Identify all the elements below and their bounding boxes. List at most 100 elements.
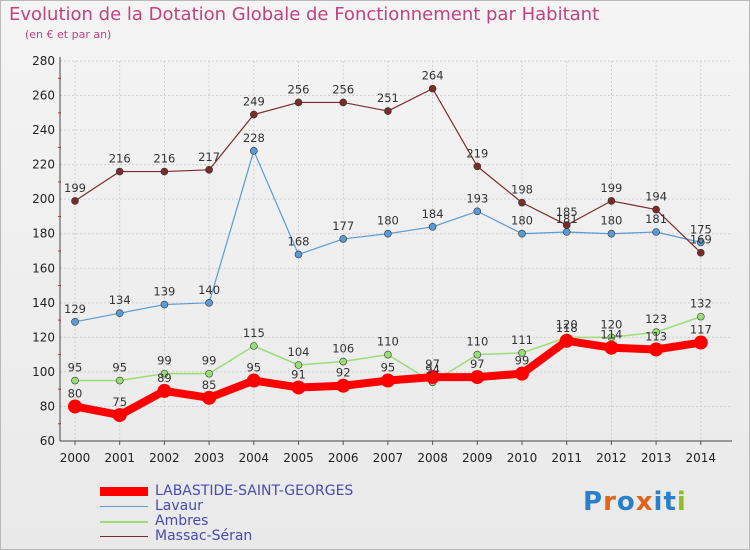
data-label-2: 106 — [332, 342, 354, 356]
data-label-2: 120 — [600, 317, 622, 331]
axes — [58, 57, 732, 445]
y-tick-label: 160 — [32, 261, 55, 275]
data-labels: 80 75 89 85 95 91 92 95 97 97 99 118 114 113 117 129 134… — [64, 69, 712, 409]
data-point-2 — [696, 312, 705, 321]
data-point-1 — [160, 300, 169, 309]
data-label-3: 185 — [556, 205, 578, 219]
data-label-0: 114 — [600, 328, 622, 342]
data-label-1: 177 — [332, 219, 354, 233]
data-point-1 — [250, 147, 258, 155]
data-label-0: 97 — [470, 357, 485, 371]
data-point-1 — [115, 309, 124, 317]
data-point-0 — [336, 378, 351, 393]
data-label-3: 219 — [466, 146, 488, 160]
data-label-3: 251 — [377, 91, 399, 105]
y-tick-label: 140 — [32, 296, 55, 310]
data-label-1: 134 — [109, 293, 131, 307]
data-label-0: 91 — [291, 367, 306, 381]
data-point-0 — [470, 370, 485, 385]
data-point-3 — [250, 110, 258, 119]
data-label-2: 110 — [377, 335, 399, 349]
data-point-3 — [518, 198, 526, 207]
data-point-0 — [604, 340, 619, 355]
data-label-0: 99 — [515, 354, 530, 368]
data-label-1: 180 — [600, 214, 622, 228]
data-point-1 — [71, 318, 79, 326]
legend-label-massac: Massac-Séran — [155, 528, 253, 544]
data-point-3 — [115, 167, 124, 176]
data-label-1: 181 — [645, 212, 667, 226]
data-point-2 — [652, 328, 660, 336]
data-point-3 — [71, 197, 79, 205]
x-tick-label: 2012 — [596, 451, 627, 465]
data-label-2: 99 — [202, 354, 217, 368]
data-label-1: 180 — [511, 214, 533, 228]
data-point-1 — [294, 250, 303, 259]
logo-letter: i — [676, 487, 687, 517]
data-point-1 — [696, 238, 705, 247]
data-point-3 — [160, 167, 169, 176]
data-point-1 — [607, 229, 616, 238]
x-tick-label: 2000 — [60, 451, 91, 465]
data-point-0 — [559, 333, 574, 348]
data-label-1: 175 — [690, 222, 712, 236]
x-tick-label: 2002 — [149, 451, 180, 465]
data-point-1 — [339, 235, 348, 243]
data-label-0: 118 — [556, 321, 578, 335]
data-label-2: 95 — [68, 361, 83, 375]
data-label-2: 111 — [511, 333, 533, 347]
data-label-2: 115 — [243, 326, 265, 340]
legend-swatch-ambres — [100, 521, 148, 523]
data-label-2: 120 — [556, 317, 578, 331]
data-point-0 — [649, 342, 664, 357]
data-label-1: 140 — [198, 283, 220, 297]
data-label-3: 256 — [332, 82, 354, 96]
data-label-0: 80 — [68, 386, 83, 400]
y-tick-label: 200 — [32, 192, 55, 206]
data-point-0 — [693, 335, 708, 350]
data-point-3 — [205, 166, 213, 174]
data-label-1: 228 — [243, 131, 265, 145]
data-point-3 — [384, 107, 392, 115]
data-point-2 — [339, 357, 348, 366]
data-label-3: 256 — [288, 82, 310, 96]
data-label-0: 89 — [157, 371, 172, 385]
data-label-1: 180 — [377, 214, 399, 228]
data-point-2 — [205, 369, 213, 378]
legend-label-lavaur: Lavaur — [155, 498, 203, 514]
data-point-0 — [515, 366, 529, 381]
data-point-3 — [562, 221, 571, 229]
data-label-3: 194 — [645, 190, 667, 204]
legend-swatch-lavaur — [100, 506, 148, 507]
x-tick-label: 2007 — [373, 451, 404, 465]
proxiti-logo: Proxiti — [583, 487, 687, 517]
data-label-2: 104 — [288, 345, 310, 359]
data-point-1 — [205, 299, 213, 307]
x-tick-label: 2014 — [686, 451, 717, 465]
chart-title: Evolution de la Dotation Globale de Fonc… — [9, 4, 600, 25]
legend-swatch-labastide — [100, 487, 148, 496]
data-point-1 — [428, 223, 437, 231]
data-label-0: 113 — [645, 329, 667, 343]
data-point-2 — [384, 350, 392, 359]
data-label-3: 216 — [153, 152, 175, 166]
data-label-2: 99 — [157, 354, 172, 368]
data-label-2: 123 — [645, 312, 667, 326]
x-tick-label: 2003 — [194, 451, 225, 465]
data-point-1 — [473, 207, 482, 216]
data-point-2 — [294, 361, 303, 369]
data-point-0 — [202, 390, 217, 405]
y-tick-label: 220 — [32, 158, 55, 172]
data-point-0 — [246, 373, 261, 388]
data-point-3 — [294, 98, 303, 107]
y-tick-label: 100 — [32, 365, 55, 379]
data-point-3 — [473, 162, 482, 171]
y-axis-ticks: 60 80 100 120 140 160 180 200 220 240 260 280 — [32, 54, 55, 448]
x-tick-label: 2013 — [641, 451, 672, 465]
data-point-2 — [71, 376, 79, 385]
data-label-0: 92 — [336, 366, 351, 380]
data-point-2 — [160, 369, 169, 378]
data-point-0 — [425, 370, 440, 385]
